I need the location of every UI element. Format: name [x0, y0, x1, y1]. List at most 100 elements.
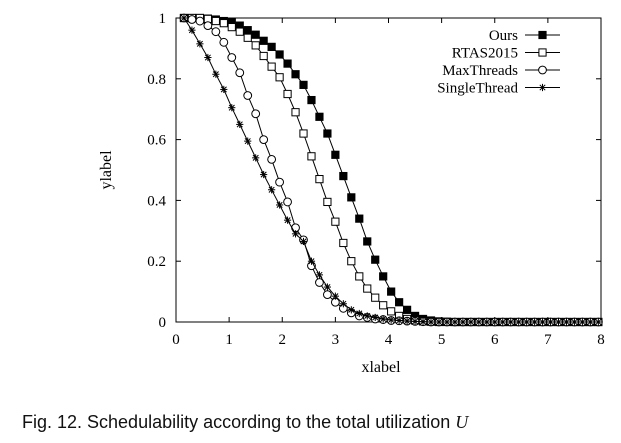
legend-entry-ours: Ours — [489, 28, 560, 44]
data-point-rtas2015 — [275, 73, 284, 82]
legend-marker — [538, 30, 547, 40]
data-point-singlethread — [451, 318, 459, 326]
plot-frame — [175, 17, 602, 323]
data-point-singlethread — [299, 237, 308, 246]
data-point-singlethread — [236, 120, 244, 128]
data-point-singlethread — [570, 318, 579, 326]
y-tick-label: 1 — [159, 11, 167, 27]
series-singlethread — [180, 14, 602, 326]
data-point-rtas2015 — [323, 197, 332, 207]
y-tick-label: 0 — [159, 315, 167, 331]
data-point-ours — [355, 214, 364, 223]
data-point-singlethread — [515, 318, 523, 326]
data-point-singlethread — [387, 316, 395, 324]
series-layer — [179, 13, 603, 327]
data-point-rtas2015 — [243, 33, 252, 42]
data-point-singlethread — [244, 137, 252, 145]
data-point-singlethread — [180, 14, 188, 22]
data-point-singlethread — [395, 316, 403, 325]
data-point-ours — [315, 112, 324, 121]
y-tick-label: 0.2 — [147, 254, 166, 270]
data-point-ours — [291, 70, 300, 79]
data-point-maxthreads — [219, 37, 229, 47]
data-point-rtas2015 — [267, 62, 276, 71]
data-point-singlethread — [283, 216, 292, 224]
data-point-rtas2015 — [219, 19, 228, 28]
x-tick-label: 1 — [225, 332, 233, 348]
data-point-ours — [379, 272, 388, 281]
data-point-singlethread — [268, 186, 276, 194]
legend-marker — [538, 83, 547, 92]
data-point-ours — [307, 95, 316, 105]
data-point-ours — [387, 287, 396, 296]
data-point-ours — [259, 36, 268, 45]
data-point-ours — [371, 255, 380, 264]
data-point-maxthreads — [323, 290, 332, 300]
data-point-ours — [331, 150, 340, 159]
legend-label: RTAS2015 — [452, 46, 518, 62]
data-point-singlethread — [291, 230, 300, 238]
data-point-maxthreads — [187, 15, 197, 24]
data-point-singlethread — [546, 318, 555, 326]
data-point-singlethread — [443, 318, 451, 326]
data-point-maxthreads — [243, 91, 253, 100]
series-ours — [179, 13, 603, 327]
data-point-maxthreads — [315, 278, 324, 287]
data-point-ours — [402, 305, 412, 314]
data-point-maxthreads — [251, 109, 261, 119]
data-point-ours — [299, 80, 308, 89]
data-point-ours — [243, 26, 252, 35]
data-point-singlethread — [323, 283, 332, 291]
caption-text: Fig. 12. Schedulability according to the… — [22, 412, 456, 432]
series-rtas2015 — [179, 13, 603, 327]
data-point-rtas2015 — [331, 217, 340, 226]
data-point-singlethread — [275, 201, 284, 209]
data-point-singlethread — [315, 271, 324, 279]
data-point-rtas2015 — [211, 16, 220, 26]
data-point-singlethread — [562, 318, 571, 326]
data-point-singlethread — [363, 312, 371, 320]
data-point-singlethread — [594, 318, 602, 326]
data-point-rtas2015 — [339, 238, 348, 248]
legend-label: Ours — [489, 28, 518, 44]
x-tick-label: 3 — [332, 332, 340, 348]
y-tick-label: 0.8 — [147, 72, 166, 88]
plot-area-border — [175, 17, 602, 323]
legend-entry-maxthreads: MaxThreads — [442, 63, 560, 79]
data-point-rtas2015 — [299, 129, 308, 138]
data-point-singlethread — [538, 318, 547, 326]
data-point-ours — [323, 129, 332, 138]
data-point-singlethread — [347, 306, 355, 314]
data-point-singlethread — [499, 318, 507, 326]
data-point-singlethread — [204, 53, 212, 62]
data-point-singlethread — [260, 170, 268, 179]
data-point-ours — [267, 42, 276, 51]
data-point-singlethread — [578, 318, 587, 326]
data-point-singlethread — [252, 154, 260, 162]
data-point-singlethread — [355, 309, 363, 318]
data-point-maxthreads — [267, 154, 277, 164]
data-point-singlethread — [371, 313, 379, 322]
data-point-singlethread — [188, 26, 196, 34]
data-point-rtas2015 — [347, 257, 356, 266]
y-axis-label: ylabel — [98, 150, 115, 190]
data-point-rtas2015 — [251, 41, 260, 50]
data-point-singlethread — [403, 317, 411, 325]
data-point-ours — [347, 193, 356, 202]
data-point-ours — [251, 30, 260, 39]
data-point-rtas2015 — [355, 272, 364, 281]
x-tick-label: 8 — [597, 332, 605, 348]
data-point-rtas2015 — [307, 152, 316, 161]
data-point-singlethread — [212, 70, 220, 78]
data-point-rtas2015 — [283, 89, 292, 99]
data-point-singlethread — [586, 318, 594, 326]
x-tick-label: 0 — [172, 332, 180, 348]
x-tick-label: 7 — [544, 332, 552, 348]
data-point-ours — [339, 171, 348, 181]
legend-marker — [538, 48, 547, 57]
data-point-maxthreads — [195, 16, 205, 26]
legend-label: MaxThreads — [442, 63, 518, 79]
caption-math-u: U — [455, 412, 469, 432]
data-point-singlethread — [435, 318, 443, 326]
data-point-singlethread — [379, 315, 387, 323]
